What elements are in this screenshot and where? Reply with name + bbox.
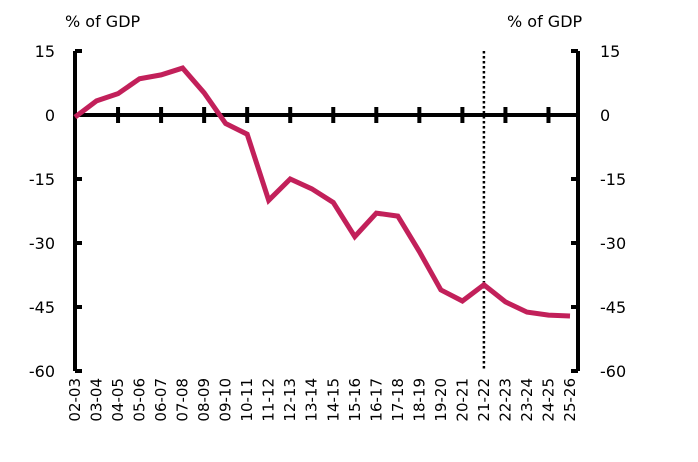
x-category-label: 02-03 bbox=[66, 378, 84, 422]
x-category-label: 08-09 bbox=[195, 378, 213, 422]
left-y-tick-label: 15 bbox=[35, 42, 55, 61]
y-tick-labels: 15 15 0 0 -15 -15 -30 -30 -45 -45 -60 -60 bbox=[29, 42, 626, 381]
left-y-tick-label: -45 bbox=[29, 298, 55, 317]
left-y-tick-label: -15 bbox=[29, 170, 55, 189]
x-category-label: 21-22 bbox=[475, 378, 493, 422]
x-category-label: 05-06 bbox=[131, 378, 149, 422]
series-line bbox=[73, 65, 571, 319]
x-category-label: 23-24 bbox=[518, 378, 536, 422]
right-y-tick-label: 15 bbox=[600, 42, 620, 61]
right-y-tick-label: -45 bbox=[600, 298, 626, 317]
left-y-tick-label: -60 bbox=[29, 362, 55, 381]
x-category-label: 25-26 bbox=[561, 378, 579, 422]
x-category-label: 19-20 bbox=[432, 378, 450, 422]
x-tick-labels: 02-03 03-04 04-05 05-06 06-07 07-08 08-09 09-10… bbox=[66, 378, 579, 422]
right-y-tick-label: -30 bbox=[600, 234, 626, 253]
x-category-label: 22-23 bbox=[496, 378, 514, 422]
x-category-label: 18-19 bbox=[410, 378, 428, 422]
left-axis-unit-label: % of GDP bbox=[65, 12, 141, 31]
axes bbox=[73, 49, 580, 373]
x-category-label: 04-05 bbox=[109, 378, 127, 422]
x-category-label: 20-21 bbox=[453, 378, 471, 422]
x-category-label: 10-11 bbox=[238, 378, 256, 422]
x-category-label: 07-08 bbox=[174, 378, 192, 422]
right-y-tick-label: -15 bbox=[600, 170, 626, 189]
x-category-label: 06-07 bbox=[152, 378, 170, 422]
right-y-tick-label: -60 bbox=[600, 362, 626, 381]
x-category-label: 24-25 bbox=[539, 378, 557, 422]
x-category-label: 11-12 bbox=[260, 378, 278, 422]
x-category-label: 16-17 bbox=[367, 378, 385, 422]
x-category-label: 14-15 bbox=[324, 378, 342, 422]
x-category-label: 17-18 bbox=[389, 378, 407, 422]
left-y-tick-label: -30 bbox=[29, 234, 55, 253]
series-layer bbox=[73, 65, 571, 319]
x-category-label: 12-13 bbox=[281, 378, 299, 422]
x-category-label: 15-16 bbox=[346, 378, 364, 422]
right-y-tick-label: 0 bbox=[600, 106, 610, 125]
x-category-label: 13-14 bbox=[303, 378, 321, 422]
x-category-label: 09-10 bbox=[217, 378, 235, 422]
right-axis-unit-label: % of GDP bbox=[507, 12, 583, 31]
left-y-tick-label: 0 bbox=[45, 106, 55, 125]
x-category-label: 03-04 bbox=[88, 378, 106, 422]
